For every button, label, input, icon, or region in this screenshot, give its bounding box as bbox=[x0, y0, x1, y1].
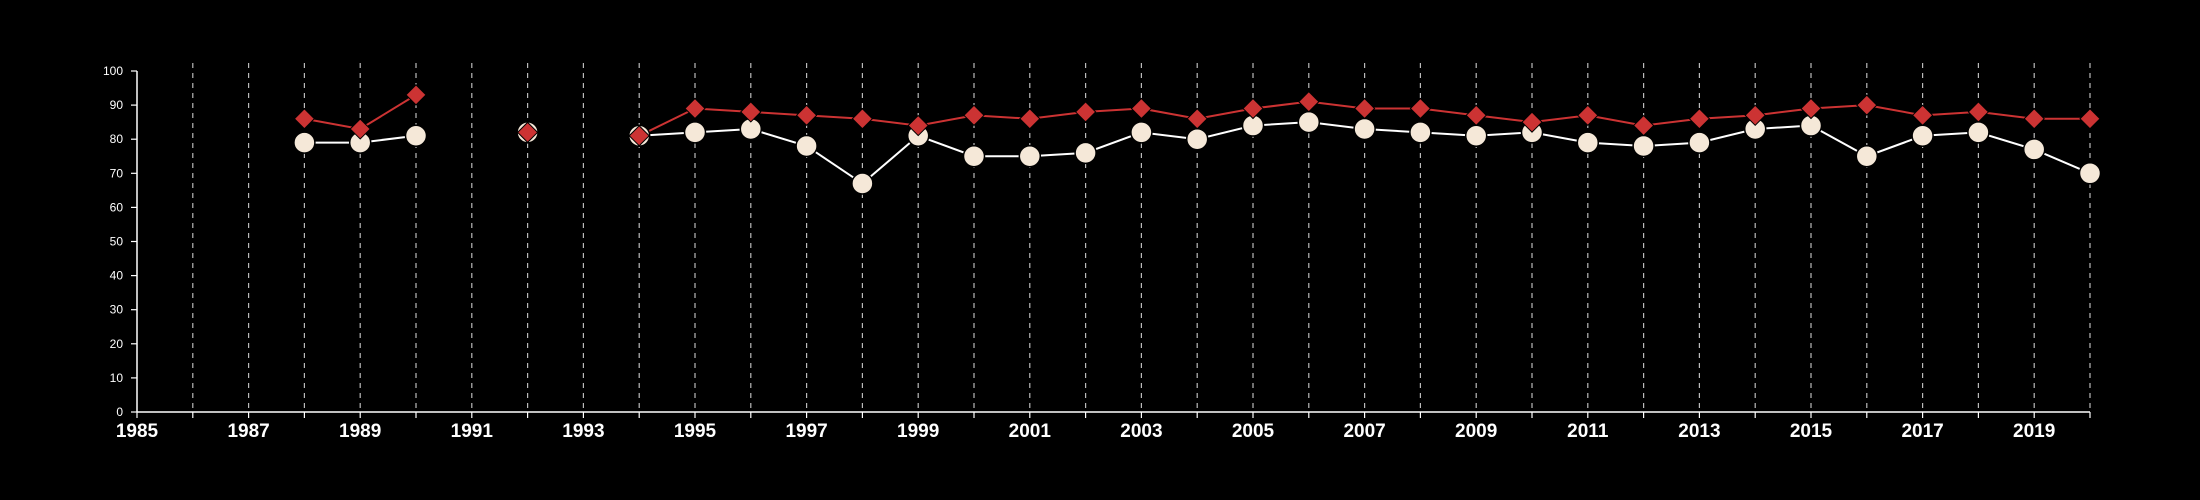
series-1-point bbox=[795, 104, 818, 127]
x-tick-label: 1997 bbox=[785, 421, 827, 442]
y-tick-label: 50 bbox=[110, 235, 124, 249]
y-tick-label: 10 bbox=[110, 371, 124, 385]
series-2-point bbox=[1855, 145, 1879, 168]
series-1-point bbox=[1298, 90, 1320, 113]
series-2-point bbox=[962, 145, 986, 168]
series-1-point bbox=[1577, 104, 1599, 127]
series-2-point bbox=[1409, 121, 1432, 144]
series-1-point bbox=[405, 84, 427, 106]
series-2-point bbox=[1464, 124, 1488, 148]
x-tick-label: 2017 bbox=[1901, 421, 1943, 442]
series-1-point bbox=[1688, 108, 1711, 130]
series-2-point bbox=[293, 131, 316, 154]
series-2-point bbox=[1185, 127, 1209, 151]
y-tick-label: 40 bbox=[110, 269, 124, 283]
y-tick-label: 60 bbox=[110, 200, 124, 214]
series-1-point bbox=[1967, 101, 1990, 123]
x-tick-label: 2011 bbox=[1567, 421, 1609, 442]
x-tick-label: 2013 bbox=[1678, 421, 1720, 442]
series-markers bbox=[293, 84, 2102, 195]
series-1-point bbox=[1632, 114, 1655, 137]
series-1-point bbox=[1800, 97, 1822, 120]
series-2-point bbox=[1967, 121, 1990, 144]
x-tick-label: 2019 bbox=[2013, 421, 2055, 442]
series-2-point bbox=[1632, 134, 1655, 158]
y-tick-label: 0 bbox=[116, 405, 123, 419]
series-1-point bbox=[1911, 104, 1934, 127]
x-tick-label: 2009 bbox=[1455, 421, 1497, 442]
series-1-point bbox=[1242, 97, 1264, 120]
y-tick-label: 20 bbox=[110, 337, 124, 351]
series-1-point bbox=[1019, 108, 1041, 130]
y-tick-label: 70 bbox=[110, 166, 124, 180]
x-tick-label: 1999 bbox=[897, 421, 939, 442]
series-2-point bbox=[795, 134, 818, 158]
x-tick-label: 1991 bbox=[451, 421, 494, 442]
x-tick-label: 1993 bbox=[562, 421, 604, 442]
series-2-point bbox=[1074, 141, 1097, 165]
y-tick-label: 100 bbox=[103, 64, 123, 78]
y-tick-label: 30 bbox=[110, 303, 124, 317]
series-2-point bbox=[683, 121, 707, 144]
x-tick-label: 2005 bbox=[1232, 421, 1275, 442]
series-1-point bbox=[684, 97, 706, 120]
series-2-point bbox=[1130, 121, 1153, 144]
series-1-point bbox=[740, 101, 762, 123]
series-1-point bbox=[349, 118, 371, 140]
series-1-point bbox=[907, 114, 929, 137]
series-1-point bbox=[2079, 108, 2101, 130]
series-1-point bbox=[1409, 97, 1432, 120]
series-1-point bbox=[1521, 111, 1543, 133]
x-tick-label: 1995 bbox=[674, 421, 717, 442]
y-tick-label: 90 bbox=[110, 98, 124, 112]
x-tick-label: 2007 bbox=[1343, 421, 1385, 442]
y-axis-ticks: 0 10 20 30 40 50 60 70 80 90 100 bbox=[103, 64, 137, 419]
x-tick-label: 2001 bbox=[1009, 421, 1052, 442]
series-1-point bbox=[1744, 104, 1766, 127]
series-2-point bbox=[2022, 138, 2046, 161]
x-tick-label: 1987 bbox=[227, 421, 269, 442]
series-1-point bbox=[516, 121, 539, 144]
series-2-point bbox=[1018, 145, 1042, 168]
series-1-point bbox=[1465, 104, 1487, 127]
series-2-point bbox=[851, 172, 874, 195]
grid-lines bbox=[192, 63, 2091, 412]
series-1-point bbox=[2023, 108, 2045, 130]
series-2-point bbox=[1297, 110, 1321, 134]
series-2-point bbox=[404, 124, 428, 148]
series-2-point bbox=[1688, 131, 1711, 154]
x-tick-label: 2003 bbox=[1120, 421, 1162, 442]
series-2-point bbox=[1911, 124, 1934, 148]
series-1-point bbox=[1186, 108, 1208, 130]
series-1-point bbox=[851, 108, 874, 130]
series-1-point bbox=[1074, 101, 1097, 123]
series-1-point bbox=[1856, 94, 1878, 116]
series-1-point bbox=[963, 104, 985, 127]
series-1-point bbox=[628, 125, 650, 147]
series-1-point bbox=[1353, 97, 1376, 120]
x-axis-ticks: 1985 1987 1989 1991 1993 1995 1997 1999 2001 2003… bbox=[116, 412, 2091, 442]
y-tick-label: 80 bbox=[110, 132, 124, 146]
series-2-point bbox=[2078, 162, 2102, 185]
series-2-point bbox=[1353, 117, 1376, 141]
series-1-point bbox=[1130, 97, 1153, 120]
series-1-point bbox=[293, 108, 316, 130]
x-tick-label: 1989 bbox=[339, 421, 381, 442]
x-tick-label: 1985 bbox=[116, 421, 159, 442]
series-2-point bbox=[1576, 131, 1600, 154]
x-tick-label: 2015 bbox=[1790, 421, 1833, 442]
